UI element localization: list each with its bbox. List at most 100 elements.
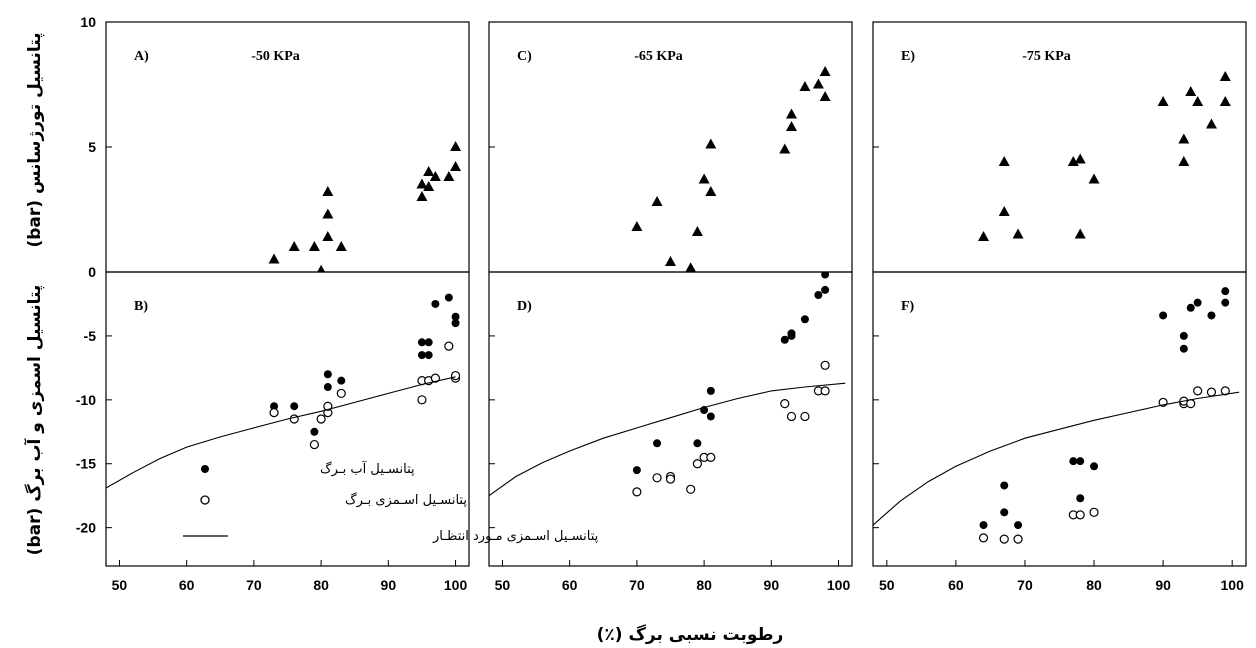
turgor-point — [1219, 71, 1231, 81]
osmotic-potential-point — [430, 373, 440, 383]
osmotic-potential-point — [692, 459, 702, 469]
y-tick-label: 0 — [88, 264, 96, 280]
turgor-point — [443, 171, 455, 181]
osmotic-potential-point — [444, 341, 454, 351]
water-potential-point — [323, 383, 332, 392]
turgor-point — [631, 221, 643, 231]
panel-label: C) — [517, 49, 532, 64]
turgor-point — [335, 241, 347, 251]
x-tick-label: 80 — [696, 577, 712, 593]
turgor-point — [698, 173, 710, 184]
turgor-point — [812, 78, 824, 89]
osmotic-potential-point — [686, 484, 696, 494]
water-potential-point — [323, 370, 332, 379]
osmotic-potential-point — [820, 360, 830, 370]
water-potential-point — [417, 338, 426, 347]
water-potential-point — [1000, 508, 1009, 517]
turgor-point — [288, 241, 300, 251]
turgor-point — [1012, 228, 1024, 239]
legend: پتانسـیل آب بـرگ پتانسـیل اسـمزی بـرگ پت… — [183, 460, 599, 544]
turgor-point — [1185, 86, 1197, 96]
water-potential-point — [821, 285, 830, 294]
x-tick-label: 70 — [1017, 577, 1033, 593]
x-tick-label: 60 — [948, 577, 964, 593]
turgor-point — [1074, 153, 1086, 164]
x-tick-label: 80 — [313, 577, 329, 593]
x-tick-label: 90 — [1155, 577, 1171, 593]
water-potential-point — [424, 351, 433, 360]
water-potential-point — [1000, 481, 1009, 490]
y-tick-label: 10 — [80, 14, 96, 30]
water-potential-point — [706, 386, 715, 395]
water-potential-point — [1179, 331, 1188, 340]
legend-label-osmotic: پتانسـیل اسـمزی بـرگ — [345, 491, 467, 508]
legend-marker-water — [201, 465, 209, 473]
turgor-point — [429, 171, 441, 181]
turgor-point — [978, 231, 990, 241]
turgor-point — [705, 138, 717, 149]
panel-D: D) — [488, 271, 853, 567]
y-axis-label-bottom: پتانسیل اسمزی و آب برگ (bar) — [23, 285, 45, 556]
osmotic-potential-point — [417, 395, 427, 405]
water-potential-point — [444, 293, 453, 302]
expected-osmotic-line — [489, 382, 846, 497]
panels: A) -50 KPa C) -65 KPa E) -75 KPa B) D) F) — [105, 21, 1247, 567]
x-tick-label: 50 — [495, 577, 511, 593]
turgor-point — [799, 81, 811, 91]
x-tick-label: 100 — [444, 577, 468, 593]
plot-area — [631, 66, 831, 272]
x-tick-label: 50 — [879, 577, 895, 593]
osmotic-potential-point — [652, 473, 662, 483]
legend-label-water: پتانسـیل آب بـرگ — [320, 460, 415, 477]
turgor-point — [1205, 118, 1217, 129]
water-potential-point — [451, 319, 460, 328]
turgor-point — [998, 206, 1010, 216]
x-tick-label: 90 — [764, 577, 780, 593]
plot-area — [106, 293, 461, 489]
expected-osmotic-line — [873, 391, 1240, 526]
turgor-point — [705, 186, 717, 196]
y-tick-label: -10 — [76, 392, 96, 408]
osmotic-potential-point — [665, 474, 676, 484]
water-potential-point — [1090, 462, 1099, 471]
y-axis-label-top: پتانسیل تورژسانس (bar) — [25, 32, 45, 247]
osmotic-potential-point — [323, 401, 333, 411]
y-tick-label: 5 — [88, 139, 96, 155]
turgor-point — [1178, 133, 1190, 144]
osmotic-potential-point — [450, 370, 461, 381]
panel-frame — [105, 271, 470, 567]
osmotic-potential-point — [1089, 507, 1099, 517]
x-tick-label: 60 — [562, 577, 578, 593]
expected-osmotic-line — [106, 376, 456, 489]
water-potential-point — [787, 329, 796, 338]
water-potential-point — [1186, 303, 1195, 312]
osmotic-potential-point — [780, 399, 790, 409]
turgor-point — [819, 91, 831, 101]
panel-frame — [872, 271, 1247, 567]
turgor-point — [1157, 96, 1169, 106]
osmotic-potential-point — [1186, 399, 1196, 409]
x-tick-label: 80 — [1086, 577, 1102, 593]
turgor-point — [423, 166, 435, 176]
legend-label-expected: پتانسـیل اسـمزی مـورد انتظـار — [432, 529, 599, 544]
panel-label: F) — [901, 299, 915, 314]
osmotic-potential-point — [820, 386, 830, 396]
panel-F: F) — [872, 271, 1247, 567]
panel-title: -50 KPa — [251, 49, 300, 64]
turgor-point — [317, 264, 326, 272]
x-tick-label: 50 — [112, 577, 128, 593]
water-potential-point — [337, 376, 346, 385]
panel-A: A) -50 KPa — [105, 21, 470, 273]
turgor-point — [1219, 96, 1231, 106]
water-potential-point — [417, 351, 426, 360]
turgor-point — [308, 241, 320, 251]
turgor-point — [819, 66, 831, 76]
turgor-point — [322, 231, 334, 241]
turgor-point — [1088, 173, 1100, 184]
turgor-point — [450, 161, 462, 171]
panel-E: E) -75 KPa — [872, 21, 1247, 273]
x-tick-label: 60 — [179, 577, 195, 593]
x-tick-label: 90 — [381, 577, 397, 593]
water-potential-point — [979, 521, 988, 530]
osmotic-potential-point — [336, 388, 346, 399]
